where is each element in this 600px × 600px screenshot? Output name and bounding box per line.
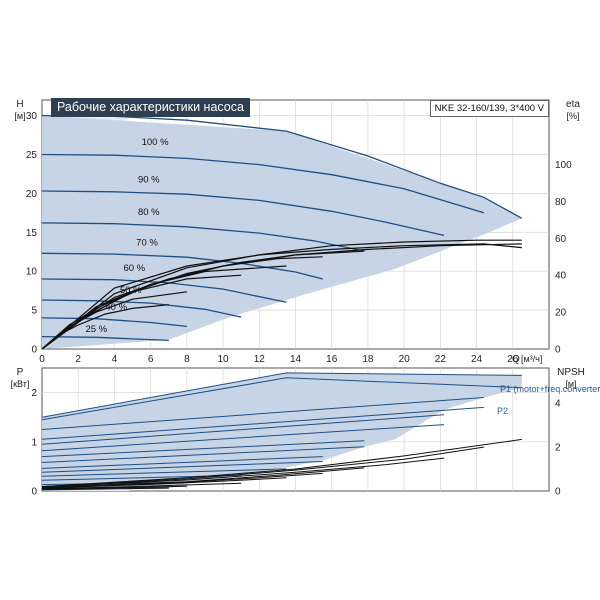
npsh-axis-unit: [м] <box>565 379 576 389</box>
eta-axis-label: eta <box>566 99 580 110</box>
x-tick-label: 14 <box>290 354 302 365</box>
head-axis-unit: [м] <box>14 111 25 121</box>
power-curve-8 <box>41 446 365 463</box>
head-y-tick-label: 0 <box>31 345 37 356</box>
x-tick-label: 8 <box>184 354 190 365</box>
power-curve-2 <box>41 377 522 421</box>
head-axis-label: H <box>16 99 23 110</box>
eta-tick-label: 20 <box>555 308 567 319</box>
power-curve-1 <box>41 372 522 418</box>
speed-label-7: 50 % <box>120 285 142 296</box>
x-tick-label: 4 <box>112 354 118 365</box>
npsh-curve-7 <box>41 482 242 490</box>
pump-model-label: NKE 32-160/139, 3*400 V <box>429 100 549 117</box>
power-curve-5 <box>41 414 445 445</box>
npsh-curve-3 <box>41 457 445 488</box>
head-y-tick-label: 5 <box>31 306 37 317</box>
head-operating-envelope <box>42 115 522 349</box>
power-panel: 0 1 2 0 2 4 P1 (motor+freq.converter) P2 P[кВт] N… <box>11 367 600 498</box>
power-operating-envelope <box>42 372 522 491</box>
head-y-tick-label: 20 <box>26 189 38 200</box>
head-curve-3 <box>41 190 445 237</box>
power-y-tick-label: 2 <box>31 388 37 399</box>
x-tick-label: 10 <box>218 354 230 365</box>
speed-label-2: 100 % <box>142 137 169 148</box>
x-tick-label: 2 <box>75 354 81 365</box>
power-curve-4 <box>41 406 484 440</box>
power-curve-10 <box>41 461 323 473</box>
npsh-tick-label: 4 <box>555 399 561 410</box>
head-curve-8 <box>41 317 187 328</box>
power-curve-11 <box>41 468 287 477</box>
x-tick-label: 0 <box>39 354 45 365</box>
x-tick-label: 18 <box>362 354 374 365</box>
x-tick-label: 12 <box>254 354 266 365</box>
x-tick-label: 26 <box>507 354 519 365</box>
speed-label-9: 25 % <box>85 324 107 335</box>
head-curve-7 <box>41 299 242 318</box>
power-y-tick-label: 1 <box>31 437 37 448</box>
power-curve-3 <box>41 397 484 430</box>
flow-axis-label: Q <box>512 354 520 365</box>
speed-label-5: 70 % <box>136 238 158 249</box>
eta-tick-label: 60 <box>555 234 567 245</box>
speed-label-6: 60 % <box>123 263 145 274</box>
x-tick-label: 16 <box>326 354 338 365</box>
eta-tick-label: 40 <box>555 271 567 282</box>
head-curve-4 <box>41 222 365 252</box>
npsh-curve-1 <box>41 438 522 488</box>
chart-header-title: Рабочие характеристики насоса <box>51 98 250 117</box>
power-axis-unit: [кВт] <box>11 379 30 389</box>
speed-label-8: 40 % <box>105 302 127 313</box>
p1-series-label: P1 (motor+freq.converter) <box>500 384 600 394</box>
efficiency-curve-7 <box>41 274 242 350</box>
power-y-tick-label: 0 <box>31 487 37 498</box>
head-y-tick-label: 25 <box>26 150 38 161</box>
p2-series-label: P2 <box>497 406 508 416</box>
head-curve-2 <box>41 153 484 214</box>
power-curve-6 <box>41 424 445 452</box>
head-y-tick-label: 30 <box>26 111 38 122</box>
efficiency-curve-2 <box>41 243 522 350</box>
npsh-curve-9 <box>41 487 169 491</box>
head-curve-5 <box>41 252 323 280</box>
npsh-curve-6 <box>41 477 287 489</box>
head-panel: 0 2 4 6 8 10 12 14 16 18 20 22 24 2605101520253002040… <box>14 98 580 365</box>
power-curve-9 <box>41 456 323 469</box>
npsh-curve-4 <box>41 467 365 488</box>
head-y-tick-label: 10 <box>26 267 38 278</box>
npsh-curve-2 <box>41 446 484 488</box>
eta-axis-unit: [%] <box>566 111 579 121</box>
npsh-curve-8 <box>41 485 187 490</box>
eta-tick-label: 100 <box>555 160 572 171</box>
efficiency-curve-9 <box>41 304 169 350</box>
eta-tick-label: 80 <box>555 197 567 208</box>
npsh-axis-label: NPSH <box>557 367 585 378</box>
npsh-tick-label: 2 <box>555 443 561 454</box>
eta-tick-label: 0 <box>555 345 561 356</box>
x-tick-label: 20 <box>399 354 411 365</box>
npsh-tick-label: 0 <box>555 487 561 498</box>
power-axis-label: P <box>17 367 24 378</box>
head-curve-9 <box>41 335 169 342</box>
flow-axis-unit: [м³/ч] <box>521 354 542 364</box>
x-tick-label: 24 <box>471 354 483 365</box>
speed-label-4: 80 % <box>138 207 160 218</box>
power-curve-7 <box>41 440 365 458</box>
head-y-tick-label: 15 <box>26 228 38 239</box>
efficiency-curve-1 <box>41 239 522 350</box>
speed-label-3: 90 % <box>138 174 160 185</box>
x-tick-label: 6 <box>148 354 154 365</box>
x-tick-label: 22 <box>435 354 447 365</box>
